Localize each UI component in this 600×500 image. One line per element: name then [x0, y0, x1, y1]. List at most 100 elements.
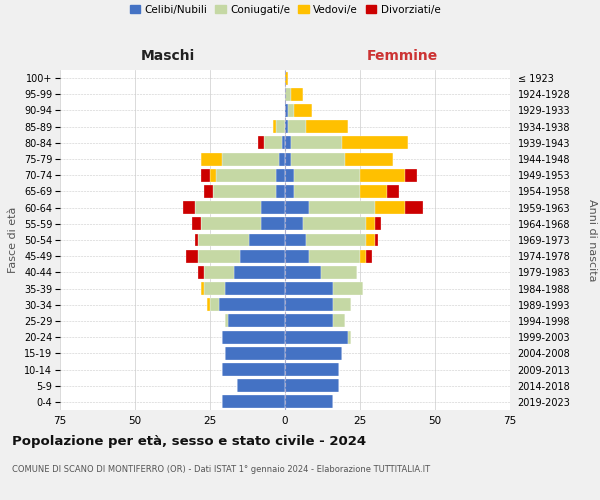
Bar	[285, 104, 288, 117]
Bar	[279, 152, 285, 166]
Bar	[276, 120, 285, 133]
Bar	[285, 218, 303, 230]
Bar	[366, 250, 372, 262]
Bar	[303, 218, 366, 230]
Bar	[285, 347, 342, 360]
Bar	[348, 330, 351, 344]
Y-axis label: Anni di nascita: Anni di nascita	[587, 198, 597, 281]
Bar	[264, 136, 282, 149]
Bar	[291, 136, 342, 149]
Bar	[183, 201, 195, 214]
Bar	[285, 396, 333, 408]
Bar	[201, 152, 222, 166]
Bar	[285, 169, 294, 181]
Bar	[360, 185, 387, 198]
Bar	[306, 120, 348, 133]
Bar	[285, 201, 309, 214]
Bar	[261, 201, 285, 214]
Bar	[228, 314, 285, 328]
Bar	[222, 396, 285, 408]
Bar	[285, 282, 333, 295]
Bar	[285, 88, 291, 101]
Bar	[375, 201, 405, 214]
Bar	[195, 234, 198, 246]
Bar	[333, 282, 363, 295]
Bar	[186, 250, 198, 262]
Bar	[285, 363, 339, 376]
Bar	[285, 266, 321, 279]
Bar	[276, 185, 285, 198]
Bar	[360, 250, 366, 262]
Bar	[219, 298, 285, 311]
Bar	[198, 250, 240, 262]
Bar	[285, 330, 348, 344]
Bar	[222, 152, 279, 166]
Bar	[288, 104, 294, 117]
Bar	[240, 250, 285, 262]
Bar	[210, 298, 219, 311]
Bar	[294, 169, 360, 181]
Bar	[234, 266, 285, 279]
Bar	[294, 104, 312, 117]
Text: Femmine: Femmine	[367, 48, 437, 62]
Bar	[285, 72, 288, 85]
Bar	[342, 136, 408, 149]
Bar	[294, 185, 360, 198]
Bar	[195, 201, 261, 214]
Bar	[249, 234, 285, 246]
Bar	[285, 152, 291, 166]
Bar	[222, 363, 285, 376]
Bar	[285, 298, 333, 311]
Bar	[276, 169, 285, 181]
Bar	[291, 152, 345, 166]
Bar	[375, 234, 378, 246]
Bar	[192, 218, 201, 230]
Bar	[237, 379, 285, 392]
Bar	[309, 201, 375, 214]
Bar	[222, 330, 285, 344]
Bar	[285, 136, 291, 149]
Bar	[375, 218, 381, 230]
Bar	[405, 169, 417, 181]
Bar	[201, 218, 261, 230]
Bar	[201, 282, 204, 295]
Bar	[282, 136, 285, 149]
Bar	[204, 266, 234, 279]
Bar	[309, 250, 360, 262]
Bar	[285, 379, 339, 392]
Bar	[366, 218, 375, 230]
Bar	[198, 266, 204, 279]
Bar	[288, 120, 306, 133]
Bar	[321, 266, 357, 279]
Bar	[261, 218, 285, 230]
Bar	[360, 169, 405, 181]
Bar	[225, 314, 228, 328]
Bar	[345, 152, 393, 166]
Bar	[216, 169, 276, 181]
Bar	[204, 282, 225, 295]
Y-axis label: Fasce di età: Fasce di età	[8, 207, 19, 273]
Bar	[207, 298, 210, 311]
Bar	[306, 234, 366, 246]
Bar	[285, 250, 309, 262]
Bar	[333, 298, 351, 311]
Bar	[201, 169, 210, 181]
Bar	[405, 201, 423, 214]
Bar	[198, 234, 249, 246]
Bar	[210, 169, 216, 181]
Bar	[285, 314, 333, 328]
Bar	[204, 185, 213, 198]
Text: Maschi: Maschi	[141, 48, 195, 62]
Bar	[333, 314, 345, 328]
Bar	[285, 185, 294, 198]
Bar	[225, 282, 285, 295]
Legend: Celibi/Nubili, Coniugati/e, Vedovi/e, Divorziati/e: Celibi/Nubili, Coniugati/e, Vedovi/e, Di…	[125, 0, 445, 18]
Text: Popolazione per età, sesso e stato civile - 2024: Popolazione per età, sesso e stato civil…	[12, 435, 366, 448]
Bar	[213, 185, 276, 198]
Bar	[366, 234, 375, 246]
Text: COMUNE DI SCANO DI MONTIFERRO (OR) - Dati ISTAT 1° gennaio 2024 - Elaborazione T: COMUNE DI SCANO DI MONTIFERRO (OR) - Dat…	[12, 465, 430, 474]
Bar	[225, 347, 285, 360]
Bar	[285, 234, 306, 246]
Bar	[387, 185, 399, 198]
Bar	[258, 136, 264, 149]
